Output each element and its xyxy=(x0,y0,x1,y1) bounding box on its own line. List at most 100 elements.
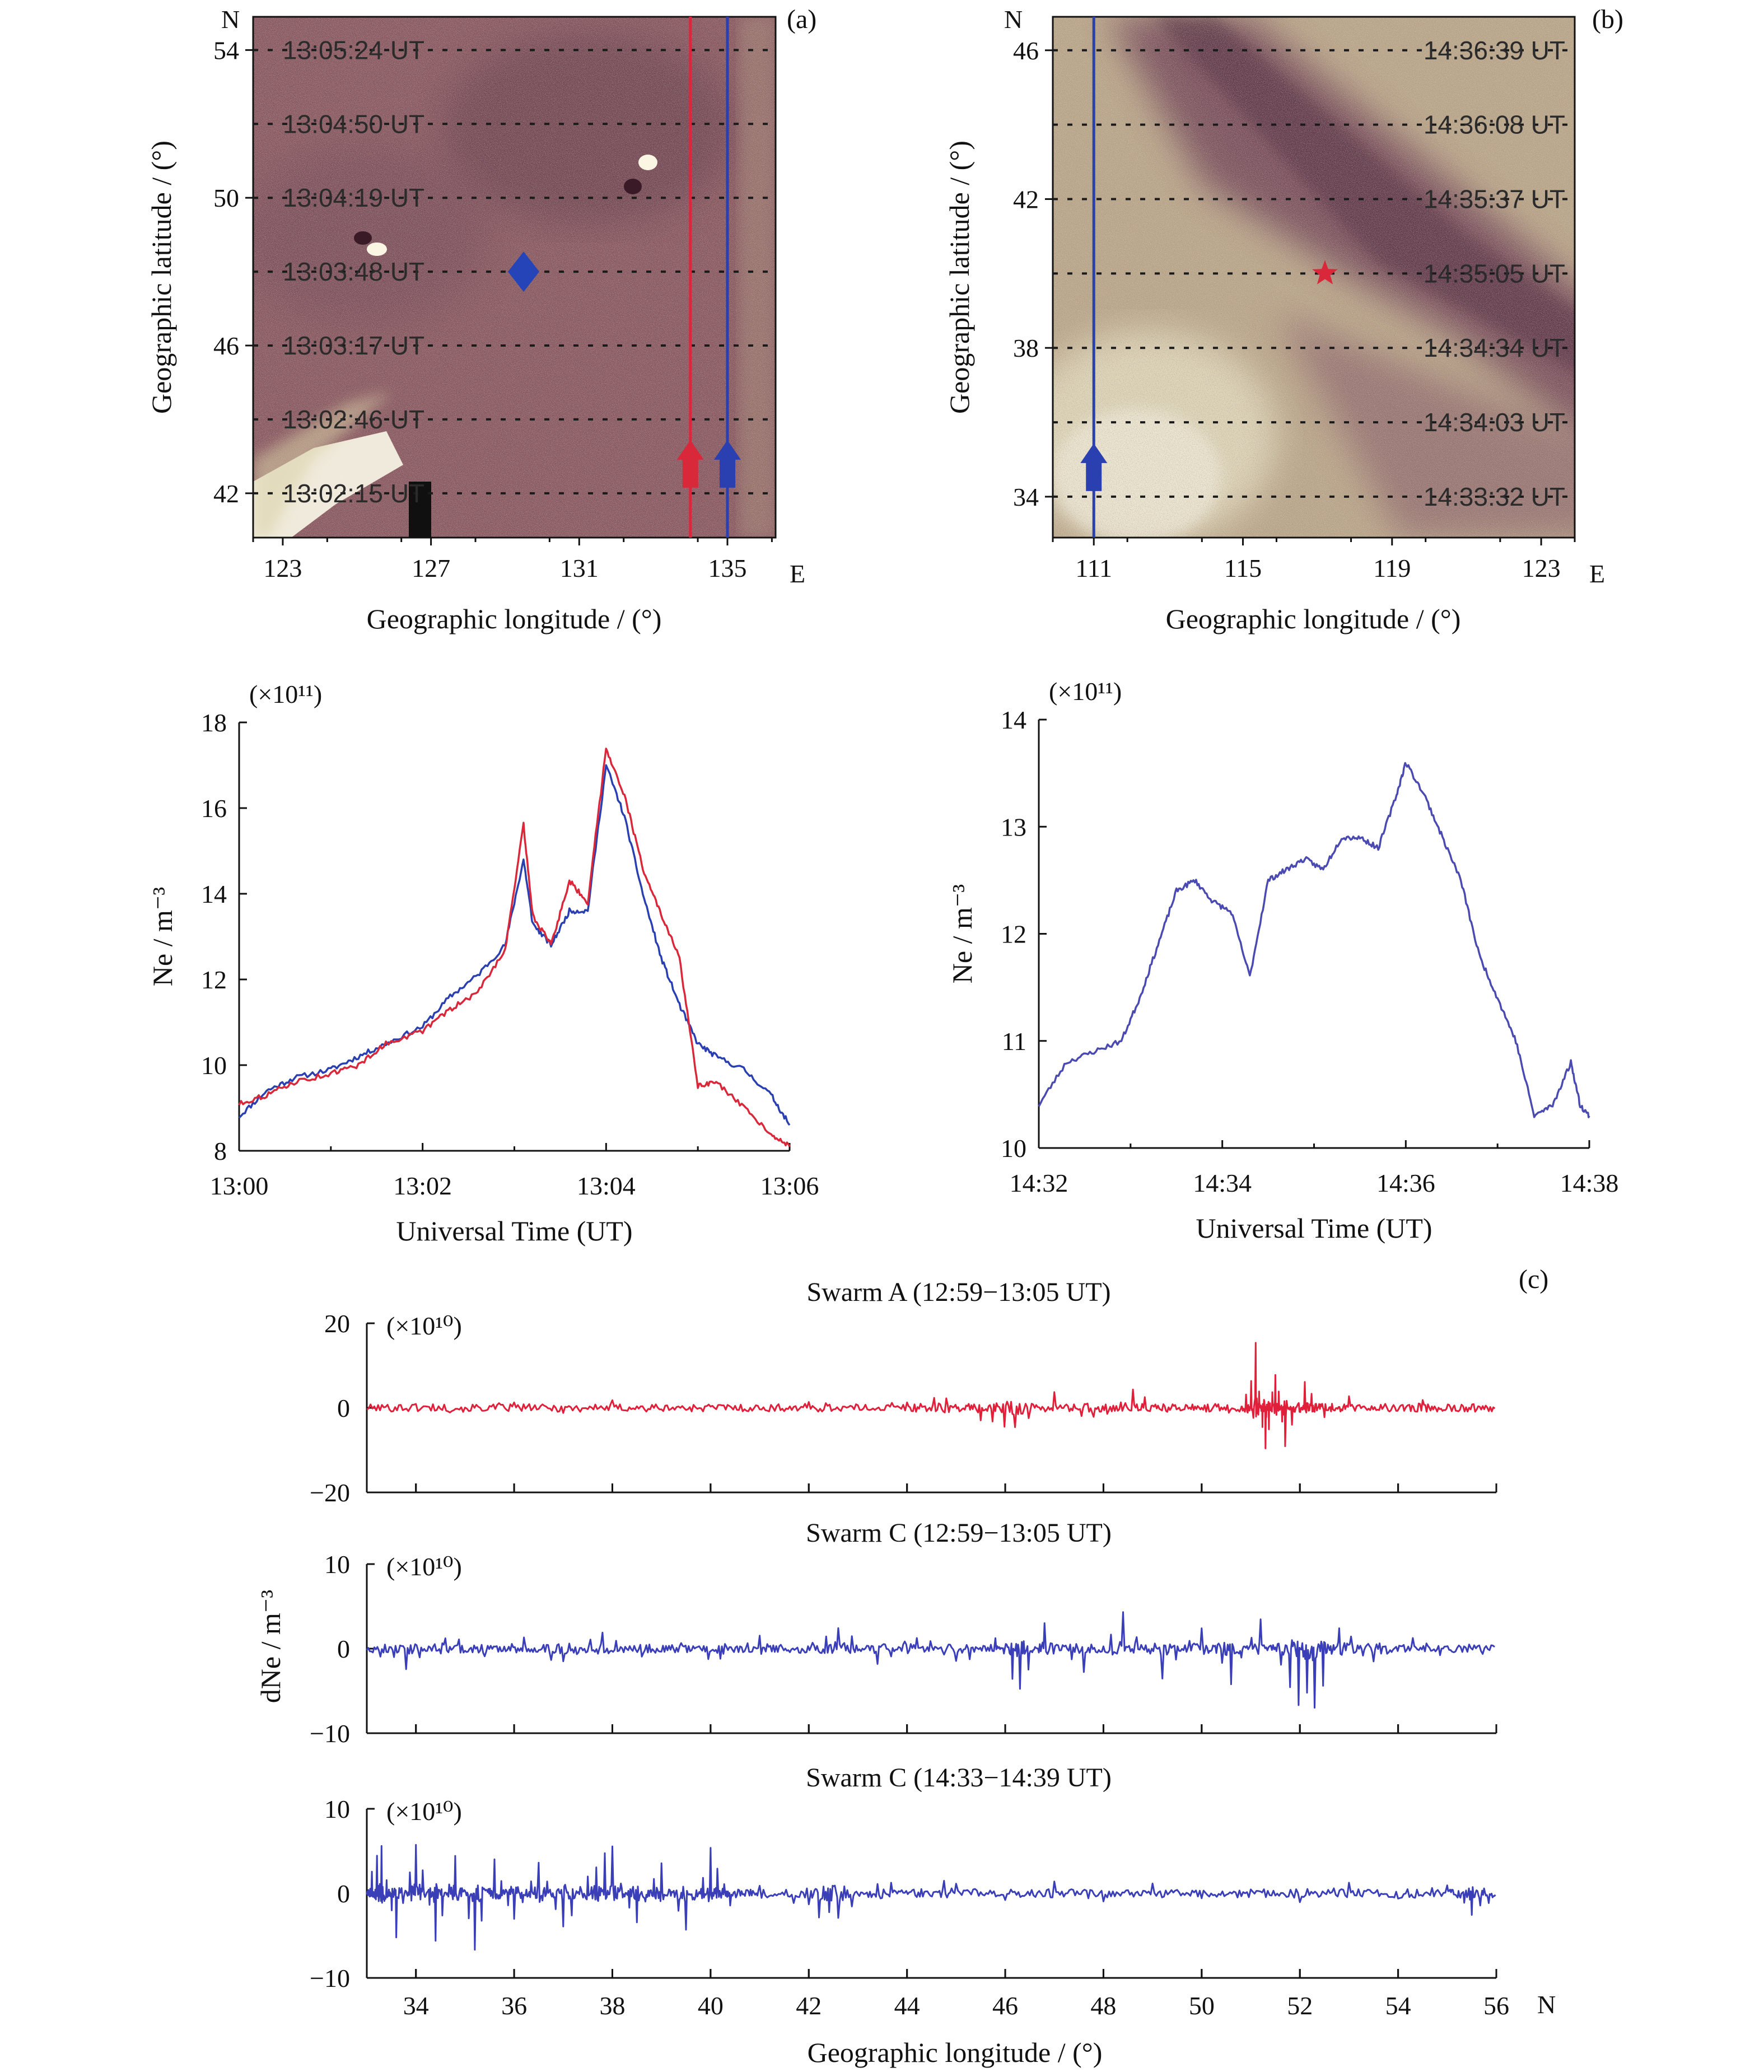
x-tick-label: 44 xyxy=(894,1991,920,2020)
x-tick-label: 34 xyxy=(403,1991,429,2020)
panel-b-time-labels: 14:33:32 UT 14:34:03 UT 14:34:34 UT 14:35:0… xyxy=(1424,36,1565,511)
time-label: 14:33:32 UT xyxy=(1424,482,1565,511)
y-tick-label: 14 xyxy=(201,880,227,908)
x-tick-label: 14:32 xyxy=(1010,1169,1068,1197)
x-tick-label: 13:02 xyxy=(393,1172,452,1200)
x-tick-label: 54 xyxy=(1385,1991,1411,2020)
x-tick-label: 14:34 xyxy=(1193,1169,1252,1197)
time-label: 13:02:46 UT xyxy=(283,405,424,434)
panel-b-xlabel: Geographic longitude / (°) xyxy=(1166,603,1461,634)
panel-c-xlabel: Geographic longitude / (°) xyxy=(808,2037,1103,2068)
y-tick-label: 13 xyxy=(1001,813,1026,841)
y-tick-label: 12 xyxy=(201,965,227,994)
track-direction-arrow xyxy=(676,440,704,488)
x-tick-label: 40 xyxy=(698,1991,724,2020)
x-tick-label: 46 xyxy=(992,1991,1018,2020)
panel-b-marker xyxy=(1312,260,1338,284)
y-tick-label: 10 xyxy=(324,1795,350,1823)
y-tick-label: 42 xyxy=(213,479,239,508)
panel-c-swarm-c-chart-2: −10 0 10 (×10¹⁰) Swarm C (14:33−14:39 UT) xyxy=(310,1763,1497,1992)
time-label: 14:36:39 UT xyxy=(1424,36,1565,65)
track-direction-arrow xyxy=(713,440,741,488)
y-tick-label: 11 xyxy=(1002,1027,1026,1056)
panel-b-label: (b) xyxy=(1592,4,1623,34)
y-tick-label: 38 xyxy=(1013,334,1039,362)
x-tick-label: 52 xyxy=(1287,1991,1313,2020)
x-axis-label: Universal Time (UT) xyxy=(396,1215,632,1247)
y-tick-label: 0 xyxy=(337,1635,350,1663)
y-tick-label: 18 xyxy=(201,708,227,737)
x-tick-label: 111 xyxy=(1075,554,1112,582)
x-tick-label: 123 xyxy=(1522,554,1561,582)
series-line xyxy=(238,748,791,1147)
time-label: 14:36:08 UT xyxy=(1424,110,1565,139)
diamond-marker xyxy=(508,251,540,292)
series-line xyxy=(366,1611,1495,1709)
panel-a-label: (a) xyxy=(787,4,816,34)
x-tick-label: 13:00 xyxy=(210,1172,269,1200)
time-label: 13:02:15 UT xyxy=(283,479,424,508)
panel-a-time-labels: 13:02:15 UT 13:02:46 UT 13:03:17 UT 13:03:4… xyxy=(283,35,424,507)
y-tick-label: 10 xyxy=(1001,1134,1026,1163)
x-tick-label: 14:38 xyxy=(1560,1169,1619,1197)
y-tick-label: 46 xyxy=(1013,36,1039,65)
y-tick-label: 54 xyxy=(213,36,239,64)
strip-title: Swarm A (12:59−13:05 UT) xyxy=(806,1277,1110,1307)
panel-c-swarm-a-chart: −20 0 20 (×10¹⁰) Swarm A (12:59−13:05 UT) xyxy=(310,1277,1497,1507)
panel-b-ne-chart: 10 11 12 13 14 14:32 14:34 14:36 14:38 (×10¹¹) Uni… xyxy=(946,677,1618,1244)
x-tick-label: 13:06 xyxy=(760,1172,819,1200)
x-tick-label: 56 xyxy=(1483,1991,1509,2020)
y-tick-label: 42 xyxy=(1013,185,1039,214)
y-tick-label: 14 xyxy=(1001,706,1026,734)
panel-b-east-label: E xyxy=(1589,559,1605,588)
panel-a-ne-chart: 8 10 12 14 16 18 13:00 13:02 13:04 13:06 (×10¹¹) Un… xyxy=(147,680,819,1247)
panel-b-y-ticks: 34 38 42 46 xyxy=(1013,36,1053,511)
multiplier-label: (×10¹⁰) xyxy=(386,1552,462,1581)
panel-a-east-label: E xyxy=(790,559,805,588)
time-label: 14:34:03 UT xyxy=(1424,408,1565,437)
panel-a-ylabel: Geographic latitude / (°) xyxy=(146,141,177,414)
time-label: 13:03:48 UT xyxy=(283,257,424,286)
panel-b-satellite-tracks xyxy=(1080,17,1108,538)
y-tick-label: 0 xyxy=(337,1394,350,1422)
time-label: 14:35:37 UT xyxy=(1424,185,1565,214)
y-tick-label: −20 xyxy=(310,1478,350,1507)
y-tick-label: 20 xyxy=(324,1309,350,1338)
time-label: 14:35:05 UT xyxy=(1424,259,1565,288)
panel-c-ylabel: dNe / m⁻³ xyxy=(255,1590,286,1703)
multiplier-label: (×10¹¹) xyxy=(1049,677,1122,706)
panel-a-map: 13:02:15 UT 13:02:46 UT 13:03:17 UT 13:03:4… xyxy=(146,4,816,634)
series-line xyxy=(238,764,791,1126)
panel-c-swarm-c-chart-1: −10 0 10 (×10¹⁰) Swarm C (12:59−13:05 UT) xyxy=(310,1518,1497,1748)
panel-b-airglow-image xyxy=(1053,17,1575,538)
series-line xyxy=(366,1844,1496,1951)
panel-a-y-ticks: 42 46 50 54 xyxy=(213,36,253,508)
time-label: 13:05:24 UT xyxy=(283,35,424,64)
multiplier-label: (×10¹⁰) xyxy=(386,1312,462,1340)
panel-b-north-label: N xyxy=(1004,5,1023,34)
y-tick-label: 16 xyxy=(201,794,227,823)
x-tick-label: 131 xyxy=(560,554,599,582)
panel-a-marker xyxy=(508,251,540,292)
strip-title: Swarm C (14:33−14:39 UT) xyxy=(806,1763,1112,1793)
series-line xyxy=(366,1342,1496,1449)
time-label: 13:03:17 UT xyxy=(283,331,424,360)
y-axis-label: Ne / m⁻³ xyxy=(946,884,978,983)
y-tick-label: 0 xyxy=(337,1879,350,1908)
y-tick-label: 34 xyxy=(1013,483,1039,511)
panel-c-x-ticks: 34 36 38 40 42 44 46 48 50 52 54 56 xyxy=(403,1991,1509,2020)
x-tick-label: 119 xyxy=(1373,554,1411,582)
x-tick-label: 123 xyxy=(263,554,302,582)
x-tick-label: 135 xyxy=(708,554,746,582)
x-tick-label: 48 xyxy=(1090,1991,1116,2020)
y-tick-label: 10 xyxy=(201,1051,227,1080)
y-tick-label: 46 xyxy=(213,332,239,360)
time-label: 14:34:34 UT xyxy=(1424,333,1565,362)
y-tick-label: 10 xyxy=(324,1550,350,1579)
y-tick-label: 50 xyxy=(213,184,239,212)
x-tick-label: 50 xyxy=(1189,1991,1215,2020)
panel-b-frame xyxy=(1052,16,1576,539)
panel-b-ylabel: Geographic latitude / (°) xyxy=(944,141,975,414)
y-tick-label: −10 xyxy=(310,1964,350,1992)
